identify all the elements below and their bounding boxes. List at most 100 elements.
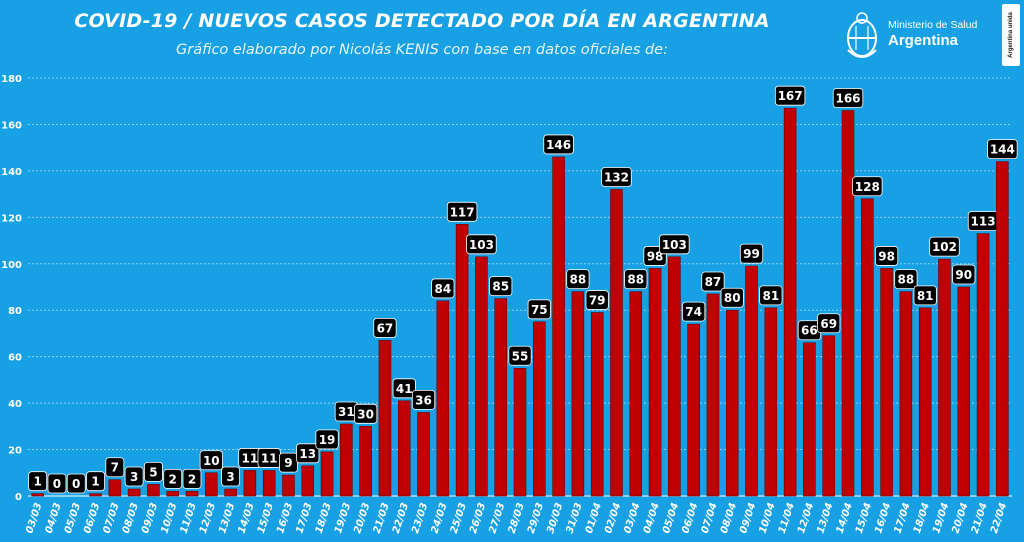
data-label: 2: [188, 472, 196, 486]
data-label-box: [739, 243, 764, 264]
data-label: 166: [835, 92, 860, 106]
data-label: 81: [762, 289, 779, 303]
data-label-box: [929, 236, 960, 257]
bar: [320, 451, 334, 497]
data-label: 66: [801, 324, 818, 338]
data-label: 88: [570, 273, 587, 287]
data-label-box: [774, 85, 806, 106]
bar: [918, 307, 932, 497]
x-tick-label: 07/03: [101, 501, 121, 534]
bar: [224, 488, 237, 497]
y-tick-label: 20: [8, 446, 22, 457]
bar: [783, 107, 797, 497]
x-tick-label: 03/04: [622, 501, 642, 534]
data-label-box: [682, 301, 706, 322]
data-label-box: [28, 471, 48, 492]
bar: [301, 465, 315, 497]
bar: [340, 423, 353, 497]
bar: [378, 340, 392, 497]
x-tick-label: 08/04: [719, 501, 739, 534]
data-label: 10: [203, 454, 220, 468]
bar: [996, 161, 1009, 497]
chart-subtitle: Gráfico elaborado por Nicolás KENIS con …: [176, 42, 668, 58]
data-label: 88: [898, 273, 915, 287]
bar: [571, 291, 585, 497]
y-tick-label: 80: [8, 306, 22, 317]
x-tick-label: 20/03: [352, 501, 372, 534]
data-label: 3: [130, 470, 138, 484]
x-tick-label: 17/04: [893, 501, 913, 534]
bar: [89, 493, 102, 497]
data-label: 99: [743, 247, 760, 261]
bar: [745, 265, 758, 497]
x-tick-label: 01/04: [584, 501, 604, 534]
x-tick-label: 12/04: [796, 501, 816, 534]
data-label: 31: [338, 405, 355, 419]
data-label-box: [508, 345, 532, 366]
x-tick-label: 06/04: [680, 501, 700, 534]
x-tick-label: 26/03: [468, 501, 488, 534]
bar: [668, 256, 681, 497]
x-tick-label: 19/04: [931, 501, 951, 534]
data-label: 9: [284, 456, 292, 470]
data-label-box: [913, 285, 937, 306]
ministry-country: Argentina: [888, 32, 959, 49]
data-label: 0: [53, 477, 61, 491]
bar: [282, 474, 295, 497]
badge-label: Argentina unida: [1008, 12, 1014, 58]
data-label-box: [701, 271, 725, 292]
y-tick-label: 140: [1, 167, 22, 178]
x-tick-label: 05/03: [63, 501, 83, 534]
x-tick-label: 15/04: [854, 501, 874, 534]
data-label: 102: [932, 240, 957, 254]
data-label: 103: [469, 238, 494, 252]
bar: [359, 426, 372, 497]
x-tick-label: 08/03: [121, 501, 141, 534]
data-label: 85: [492, 280, 509, 294]
x-tick-label: 06/03: [82, 501, 102, 534]
bar: [764, 307, 778, 497]
x-tick-label: 16/04: [873, 501, 893, 534]
x-tick-label: 14/04: [835, 501, 855, 534]
data-label-box: [105, 457, 125, 478]
data-label-box: [720, 287, 744, 308]
chart-title: COVID-19 / NUEVOS CASOS DETECTADO POR DÍ…: [74, 10, 770, 32]
data-label: 36: [415, 393, 432, 407]
data-label-box: [296, 443, 320, 464]
data-label: 3: [226, 470, 234, 484]
data-label-box: [446, 201, 478, 222]
data-label: 132: [604, 170, 629, 184]
x-tick-label: 31/03: [565, 501, 585, 534]
x-tick-label: 11/04: [777, 501, 797, 534]
y-tick-label: 160: [1, 120, 22, 131]
x-tick-label: 30/03: [545, 501, 565, 534]
bar: [706, 293, 720, 497]
data-label: 80: [724, 291, 741, 305]
bar: [397, 400, 411, 497]
data-label-box: [199, 450, 223, 471]
bar: [205, 472, 218, 497]
x-tick-label: 28/03: [507, 501, 527, 534]
data-label: 69: [820, 317, 837, 331]
x-tick-label: 29/03: [526, 501, 546, 534]
x-tick-label: 12/03: [198, 501, 218, 534]
y-tick-label: 180: [1, 74, 22, 85]
x-tick-label: 22/03: [391, 501, 411, 534]
data-label: 81: [917, 289, 934, 303]
bar: [648, 268, 662, 497]
bar: [166, 491, 179, 497]
bar: [725, 309, 739, 497]
data-label-box: [124, 466, 144, 487]
x-tick-label: 05/04: [661, 501, 681, 534]
bar: [436, 300, 450, 497]
coat-of-arms-icon: [847, 12, 877, 58]
data-label-box: [354, 403, 378, 424]
argentina-unida-badge: Argentina unida: [1002, 4, 1020, 66]
data-label: 67: [377, 321, 394, 335]
data-label-box: [987, 139, 1018, 160]
x-tick-label: 10/04: [757, 501, 777, 534]
x-tick-label: 24/03: [429, 501, 449, 534]
data-label: 117: [450, 205, 475, 219]
x-tick-label: 07/04: [700, 501, 720, 534]
